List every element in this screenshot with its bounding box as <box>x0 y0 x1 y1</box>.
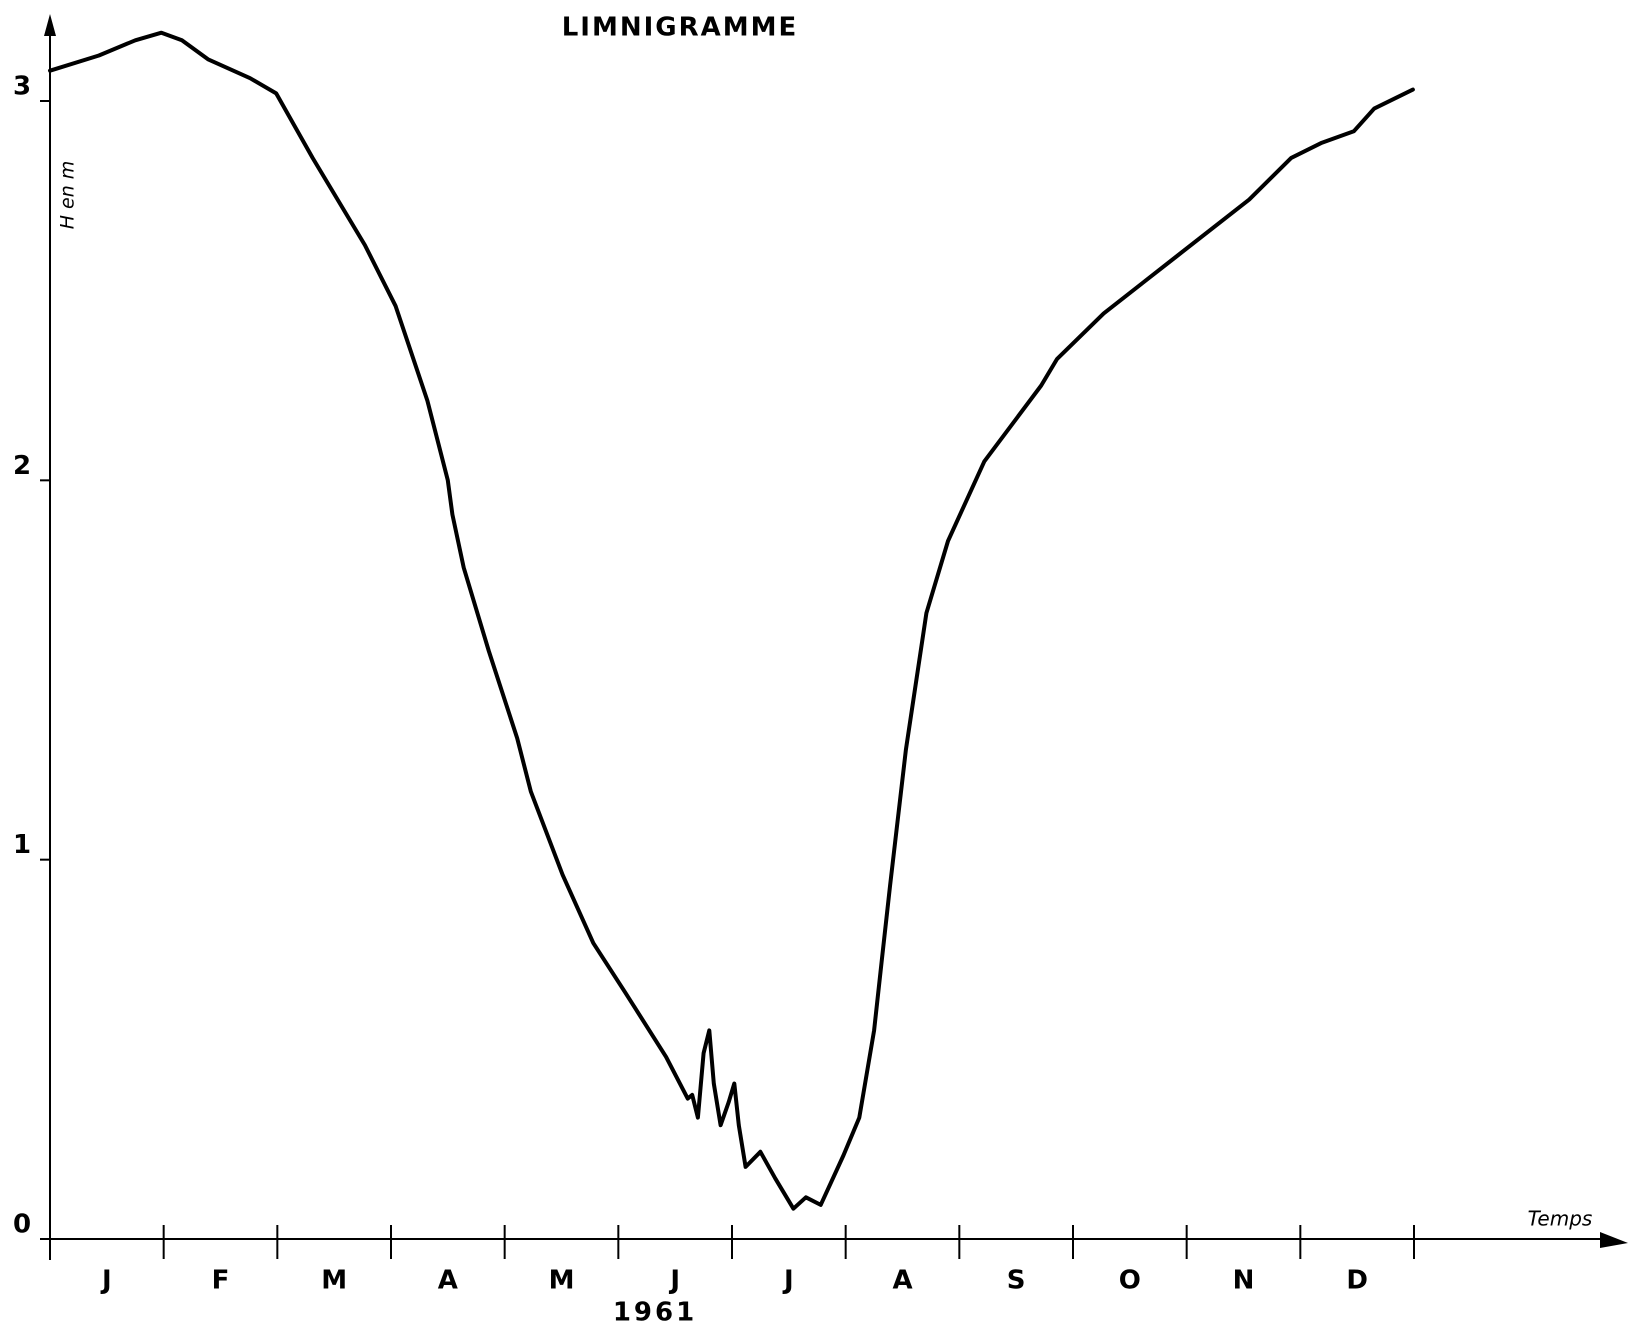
data-line <box>48 30 1415 1211</box>
y-arrow <box>44 14 56 36</box>
y-axis-label: H en m <box>57 161 79 230</box>
y-tick-label: 0 <box>13 1210 31 1240</box>
y-tick-label: 3 <box>13 72 31 102</box>
x-tick-label: S <box>1007 1266 1026 1296</box>
x-tick-label: M <box>549 1266 575 1296</box>
x-axis-label: Temps <box>1528 1207 1593 1231</box>
x-tick-label: J <box>100 1266 112 1296</box>
x-tick-label: N <box>1233 1266 1255 1296</box>
x-tick-label: O <box>1119 1266 1141 1296</box>
y-tick-label: 1 <box>13 830 31 860</box>
x-tick-label: D <box>1346 1266 1368 1296</box>
x-tick-label: F <box>212 1266 230 1296</box>
y-tick-label: 2 <box>13 451 31 481</box>
chart-title: LIMNIGRAMME <box>562 13 799 43</box>
x-tick-label: J <box>668 1266 680 1296</box>
x-tick-label: A <box>438 1266 458 1296</box>
year-label: 1961 <box>613 1298 697 1328</box>
x-tick-label: A <box>892 1266 912 1296</box>
x-tick-label: M <box>321 1266 347 1296</box>
x-tick-label: J <box>782 1266 794 1296</box>
x-arrow <box>1600 1232 1628 1248</box>
